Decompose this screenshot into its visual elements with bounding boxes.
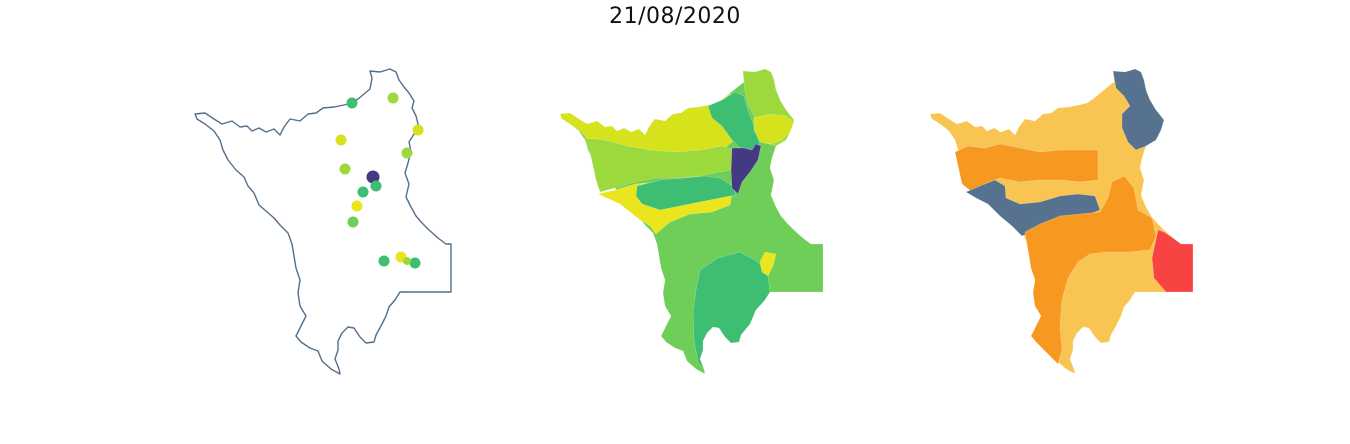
region-zone [730, 143, 762, 195]
station-point [387, 92, 399, 104]
region-outline [194, 68, 452, 375]
region-zone [965, 179, 1101, 237]
station-point [403, 257, 411, 265]
station-point [378, 255, 390, 267]
station-point [357, 186, 369, 198]
region-zone [1151, 229, 1194, 293]
station-point [347, 216, 359, 228]
region-zone [759, 251, 777, 277]
region-zone [635, 175, 737, 211]
figure-title: 21/08/2020 [609, 4, 741, 29]
station-point [412, 124, 424, 136]
map-panel-outline [194, 68, 452, 375]
region-zone [1024, 175, 1157, 365]
station-point [370, 180, 382, 192]
region-zone [692, 251, 771, 370]
map-panel-choropleth-viridis [559, 68, 824, 375]
station-point [335, 134, 347, 146]
station-point [409, 257, 421, 269]
station-point [351, 200, 363, 212]
region-zone [753, 113, 795, 145]
station-point [339, 163, 351, 175]
station-point [346, 97, 358, 109]
station-points [335, 92, 424, 269]
region-zone [1112, 68, 1165, 151]
station-point [401, 147, 413, 159]
map-panel-choropleth-risk [929, 68, 1194, 375]
station-point [366, 170, 380, 184]
region-zone [583, 137, 734, 193]
region-zone [707, 91, 761, 151]
